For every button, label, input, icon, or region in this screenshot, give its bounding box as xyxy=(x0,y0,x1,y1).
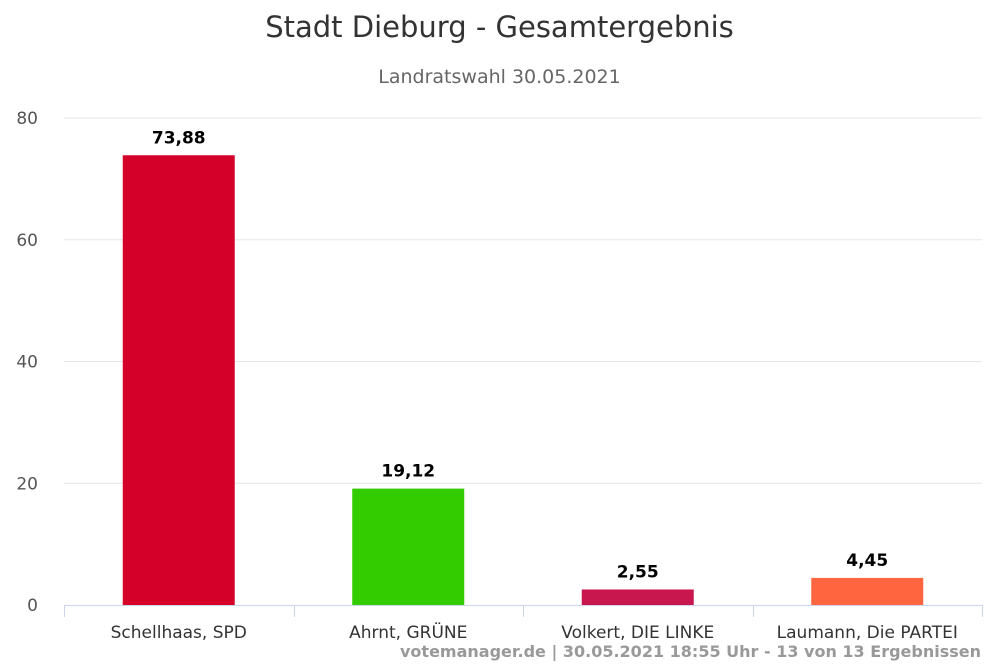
data-label: 2,55 xyxy=(617,562,659,582)
x-tick-label: Laumann, Die PARTEI xyxy=(777,623,958,643)
chart-title: Stadt Dieburg - Gesamtergebnis xyxy=(265,10,734,44)
y-tick-label: 60 xyxy=(16,231,38,251)
chart-subtitle: Landratswahl 30.05.2021 xyxy=(378,66,621,88)
bar xyxy=(352,488,465,605)
x-tick-label: Volkert, DIE LINKE xyxy=(561,623,714,643)
data-label: 19,12 xyxy=(381,462,435,482)
y-tick-label: 20 xyxy=(16,474,38,494)
bar xyxy=(581,589,694,605)
y-tick-label: 40 xyxy=(16,353,38,373)
bar xyxy=(811,577,924,605)
data-label: 4,45 xyxy=(846,551,888,571)
y-tick-label: 0 xyxy=(27,596,38,616)
data-label: 73,88 xyxy=(152,128,206,148)
y-tick-label: 80 xyxy=(16,109,38,129)
chart-credits[interactable]: votemanager.de | 30.05.2021 18:55 Uhr - … xyxy=(400,642,981,661)
bar xyxy=(122,155,235,605)
x-tick-label: Schellhaas, SPD xyxy=(111,623,247,643)
x-tick-label: Ahrnt, GRÜNE xyxy=(349,621,467,643)
